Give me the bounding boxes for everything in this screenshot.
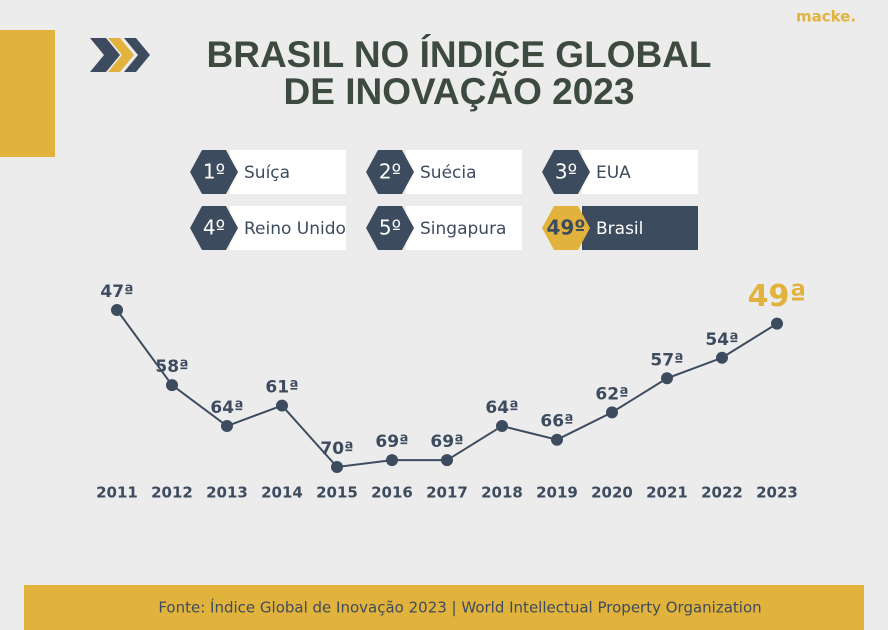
rank-position: 1º — [203, 160, 225, 184]
rank-position: 49º — [546, 216, 585, 240]
title: DE INOVAÇÃO 2023 — [284, 70, 635, 112]
value-label: 69ª — [430, 432, 463, 452]
country-box — [406, 150, 522, 194]
point — [551, 433, 563, 446]
rank-hexagon — [190, 150, 238, 194]
value-label: 64ª — [485, 398, 518, 418]
year-label: 2020 — [591, 484, 633, 502]
country-name: Singapura — [420, 219, 506, 239]
country-name: EUA — [596, 163, 631, 183]
point — [386, 454, 398, 467]
point — [111, 304, 123, 316]
value-label: 58ª — [155, 357, 188, 377]
source: Fonte: Índice Global de Inovação 2023 | … — [158, 598, 761, 617]
value-label: 57ª — [650, 350, 683, 370]
value-label: 70ª — [320, 439, 353, 459]
point — [771, 317, 783, 330]
rank-hexagon — [366, 206, 414, 250]
rank-position: 4º — [203, 216, 225, 240]
point — [606, 406, 618, 419]
point — [661, 372, 673, 385]
rank-position: 3º — [555, 160, 577, 184]
value-label: 66ª — [540, 412, 573, 432]
rank-position: 2º — [379, 160, 401, 184]
country-name: Suécia — [420, 163, 477, 183]
year-label: 2013 — [206, 484, 248, 502]
point — [496, 420, 508, 433]
point — [716, 351, 728, 364]
country-name: Brasil — [596, 219, 643, 239]
footer-bar — [24, 585, 864, 630]
year-label: 2019 — [536, 484, 578, 502]
title: BRASIL NO ÍNDICE GLOBAL — [207, 34, 712, 75]
rank-position: 5º — [379, 216, 401, 240]
point — [441, 454, 453, 467]
year-label: 2017 — [426, 484, 468, 502]
year-label: 2018 — [481, 484, 523, 502]
point — [276, 399, 288, 412]
year-label: 2014 — [261, 484, 303, 502]
year-label: 2021 — [646, 484, 688, 502]
rank-hexagon — [366, 150, 414, 194]
point — [221, 420, 233, 433]
point — [166, 379, 178, 392]
year-label: 2023 — [756, 484, 798, 502]
chart: 2011 47ª 2012 58ª 2013 64ª 2014 61ª 2015 70ª 2016 6… — [96, 279, 806, 501]
year-label: 2015 — [316, 484, 358, 502]
value-label: 64ª — [210, 398, 243, 418]
country-box — [230, 150, 346, 194]
country-box — [230, 206, 346, 250]
year-label: 2022 — [701, 484, 743, 502]
year-label: 2011 — [96, 484, 138, 502]
value-label: 62ª — [595, 384, 628, 404]
country-name: Reino Unido — [244, 219, 346, 239]
rank-hexagon — [542, 150, 590, 194]
value-label: 54ª — [705, 330, 738, 350]
value-label: 49ª — [748, 279, 807, 314]
year-label: 2012 — [151, 484, 193, 502]
country-box — [582, 206, 698, 250]
value-label: 47ª — [100, 282, 133, 302]
country-box — [582, 150, 698, 194]
rank-hexagon — [190, 206, 238, 250]
country-box — [406, 206, 522, 250]
value-label: 61ª — [265, 378, 298, 398]
country-name: Suíça — [244, 163, 290, 183]
rank-hexagon — [542, 206, 590, 250]
ranking: 1º Suíça 2º Suécia 3º EUA 4º Reino Unido 5º Singa… — [190, 150, 698, 250]
accent-block — [0, 30, 55, 157]
value-label: 69ª — [375, 432, 408, 452]
brand: macke. — [796, 8, 856, 26]
point — [331, 461, 343, 473]
arrows — [90, 38, 150, 72]
year-label: 2016 — [371, 484, 413, 502]
